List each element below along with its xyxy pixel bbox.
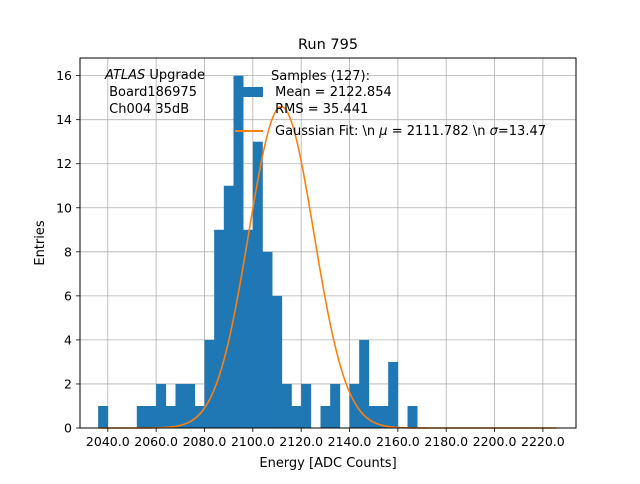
histogram-bar <box>291 405 302 428</box>
legend-fit-prefix: Gaussian Fit: \n <box>275 124 379 139</box>
histogram-bar <box>378 405 389 428</box>
plot-frame <box>79 57 577 429</box>
x-tick-label: 2140.0 <box>328 434 372 449</box>
histogram-bar <box>330 383 341 428</box>
y-axis-ticks: 0 2 4 6 8 10 12 14 16 <box>56 68 80 436</box>
legend-hist-line-1: Samples (127): <box>271 69 370 84</box>
histogram-bar <box>165 405 176 428</box>
y-axis-label: Entries <box>33 220 48 266</box>
y-tick-label: 6 <box>64 288 72 303</box>
annotation-line-2: Board186975 <box>105 85 197 100</box>
histogram-bar <box>407 405 418 428</box>
x-axis-label: Energy [ADC Counts] <box>259 456 396 471</box>
histogram-bar <box>388 361 399 428</box>
histogram-bar <box>301 383 312 428</box>
annotation-line-1: ATLAS Upgrade <box>104 68 205 83</box>
histogram-bar <box>136 405 147 428</box>
y-tick-label: 12 <box>56 156 72 171</box>
legend-fit-suffix: =13.47 <box>498 124 546 139</box>
annotation-atlas: ATLAS <box>104 68 145 83</box>
y-tick-label: 8 <box>64 244 72 259</box>
histogram-bar <box>185 383 196 428</box>
x-tick-label: 2060.0 <box>134 434 178 449</box>
y-tick-label: 16 <box>56 68 72 83</box>
annotation-upgrade: Upgrade <box>145 68 205 83</box>
x-tick-label: 2220.0 <box>521 434 565 449</box>
histogram-bars <box>98 75 418 428</box>
x-tick-label: 2200.0 <box>473 434 517 449</box>
histogram-bar <box>214 229 225 428</box>
x-tick-label: 2160.0 <box>376 434 420 449</box>
histogram-bar <box>243 229 254 428</box>
y-tick-label: 2 <box>64 376 72 391</box>
histogram-bar <box>194 405 205 428</box>
legend-fit-label: Gaussian Fit: \n μ = 2111.782 \n σ=13.47 <box>275 124 546 139</box>
histogram-bar <box>320 405 331 428</box>
histogram-bar <box>175 383 186 428</box>
x-axis-ticks: 2040.0 2060.0 2080.0 2100.0 2120.0 2140.0 2160… <box>86 428 565 449</box>
histogram-bar <box>262 251 273 428</box>
chart-title: Run 795 <box>298 37 358 53</box>
legend-hist-line-2: Mean = 2122.854 <box>271 85 392 100</box>
histogram-bar <box>146 405 157 428</box>
x-tick-label: 2180.0 <box>424 434 468 449</box>
legend-hist-swatch <box>235 87 263 97</box>
histogram-bar <box>281 383 292 428</box>
histogram-bar <box>272 295 283 428</box>
y-tick-label: 14 <box>56 112 72 127</box>
histogram-bar <box>252 141 263 428</box>
legend-fit-middle: = 2111.782 \n <box>388 124 490 139</box>
x-tick-label: 2040.0 <box>86 434 130 449</box>
x-tick-label: 2120.0 <box>279 434 323 449</box>
histogram-bar <box>233 75 244 428</box>
legend: Samples (127): Mean = 2122.854 RMS = 35.… <box>235 69 546 139</box>
y-tick-label: 10 <box>56 200 72 215</box>
atlas-annotation: ATLAS Upgrade Board186975 Ch004 35dB <box>104 68 205 117</box>
histogram-bar <box>204 339 215 428</box>
annotation-line-3: Ch004 35dB <box>105 102 189 117</box>
legend-fit-mu: μ <box>378 124 387 139</box>
y-tick-label: 4 <box>64 332 72 347</box>
histogram-bar <box>349 383 360 428</box>
legend-hist-line-3: RMS = 35.441 <box>271 102 368 117</box>
y-tick-label: 0 <box>64 421 72 436</box>
x-tick-label: 2100.0 <box>231 434 275 449</box>
x-tick-label: 2080.0 <box>183 434 227 449</box>
histogram-bar <box>359 339 370 428</box>
histogram-bar <box>223 185 234 428</box>
histogram-bar <box>368 405 379 428</box>
legend-fit-sigma: σ <box>490 124 499 139</box>
histogram-bar <box>98 405 109 428</box>
histogram-bar <box>156 383 167 428</box>
